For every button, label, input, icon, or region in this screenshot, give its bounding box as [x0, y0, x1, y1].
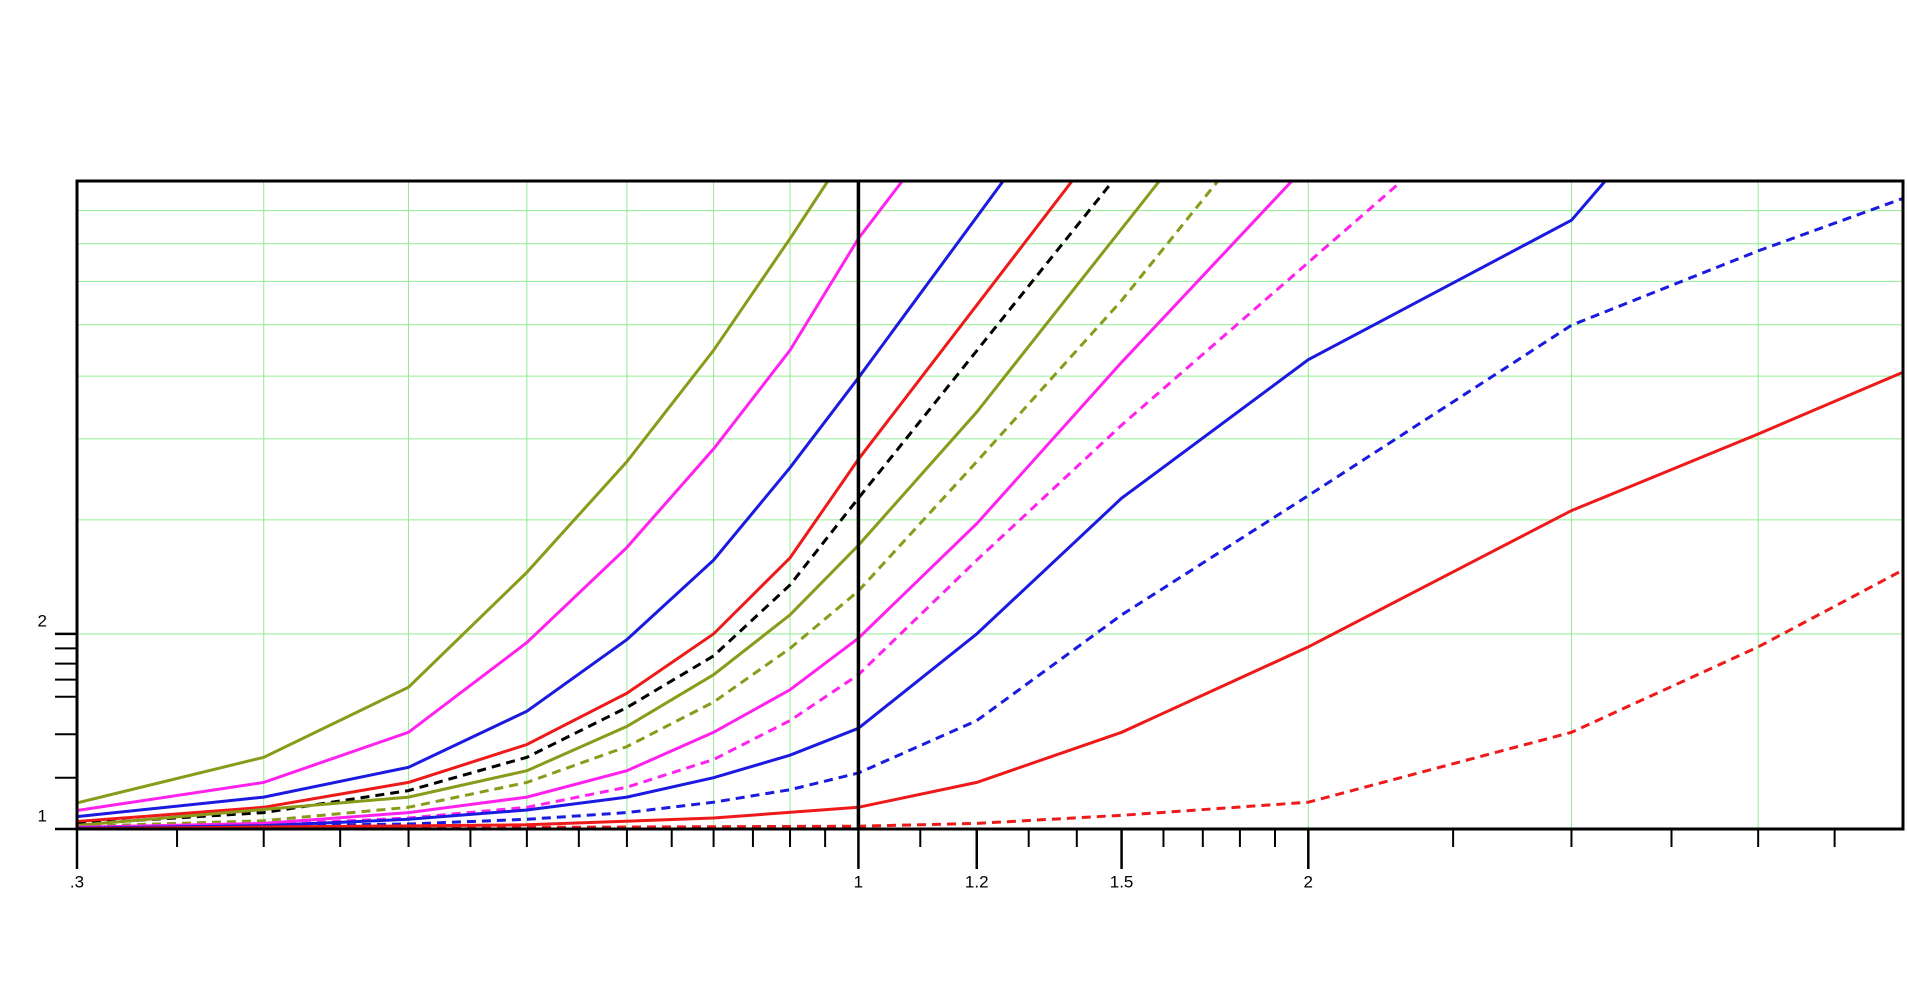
curve: [77, 181, 1607, 829]
x-tick-label: .3: [70, 872, 84, 891]
curve: [77, 181, 830, 805]
x-tick-label: 2: [1304, 872, 1313, 891]
curve: [77, 181, 1293, 829]
curve: [77, 181, 1005, 819]
x-tick-label: 1: [854, 872, 863, 891]
curve: [77, 196, 1903, 829]
curve: [77, 568, 1903, 829]
curve: [77, 181, 1074, 823]
curve: [77, 181, 904, 812]
x-tick-label: 1.2: [965, 872, 989, 891]
x-tick-label: 1.5: [1110, 872, 1134, 891]
curve: [77, 181, 1403, 829]
y-tick-label: 2: [38, 611, 47, 630]
curve: [77, 370, 1903, 829]
plot-lines: [77, 181, 1903, 829]
curve: [77, 181, 1161, 827]
plot-frame: [75, 179, 1905, 831]
y-tick-label: 1: [38, 806, 47, 825]
curve: [77, 181, 1115, 826]
curve: [77, 181, 1220, 828]
